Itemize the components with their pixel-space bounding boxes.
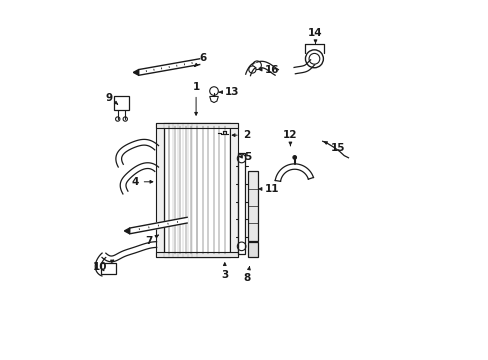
- Circle shape: [305, 50, 323, 68]
- Polygon shape: [129, 217, 187, 234]
- Text: 15: 15: [324, 142, 345, 153]
- Text: 13: 13: [219, 87, 239, 97]
- Bar: [156, 252, 238, 257]
- Text: 8: 8: [243, 267, 250, 283]
- Text: 3: 3: [221, 263, 228, 280]
- Circle shape: [252, 61, 261, 69]
- Text: 9: 9: [105, 93, 118, 104]
- Bar: [247, 171, 258, 241]
- Bar: [230, 123, 238, 257]
- Polygon shape: [139, 59, 199, 75]
- Bar: [156, 123, 238, 128]
- Bar: [114, 96, 129, 110]
- Circle shape: [292, 156, 296, 159]
- Text: 11: 11: [258, 184, 279, 194]
- Text: 5: 5: [239, 152, 251, 162]
- Circle shape: [123, 117, 127, 121]
- Text: 12: 12: [283, 130, 297, 146]
- Polygon shape: [124, 228, 129, 234]
- Text: 10: 10: [93, 260, 114, 272]
- Bar: [101, 263, 116, 274]
- Polygon shape: [209, 96, 218, 103]
- Text: 16: 16: [259, 64, 279, 75]
- Text: 14: 14: [307, 28, 322, 44]
- Text: 4: 4: [131, 177, 152, 187]
- Circle shape: [308, 53, 319, 64]
- Circle shape: [115, 117, 120, 121]
- Circle shape: [209, 87, 218, 95]
- Bar: [163, 123, 230, 257]
- Bar: [238, 153, 244, 253]
- Polygon shape: [133, 69, 139, 75]
- Text: 2: 2: [232, 130, 249, 140]
- Bar: [156, 123, 163, 257]
- Text: 1: 1: [192, 82, 199, 115]
- Text: 6: 6: [194, 53, 206, 67]
- Circle shape: [248, 66, 255, 73]
- Text: 7: 7: [145, 235, 158, 246]
- Bar: [247, 242, 258, 257]
